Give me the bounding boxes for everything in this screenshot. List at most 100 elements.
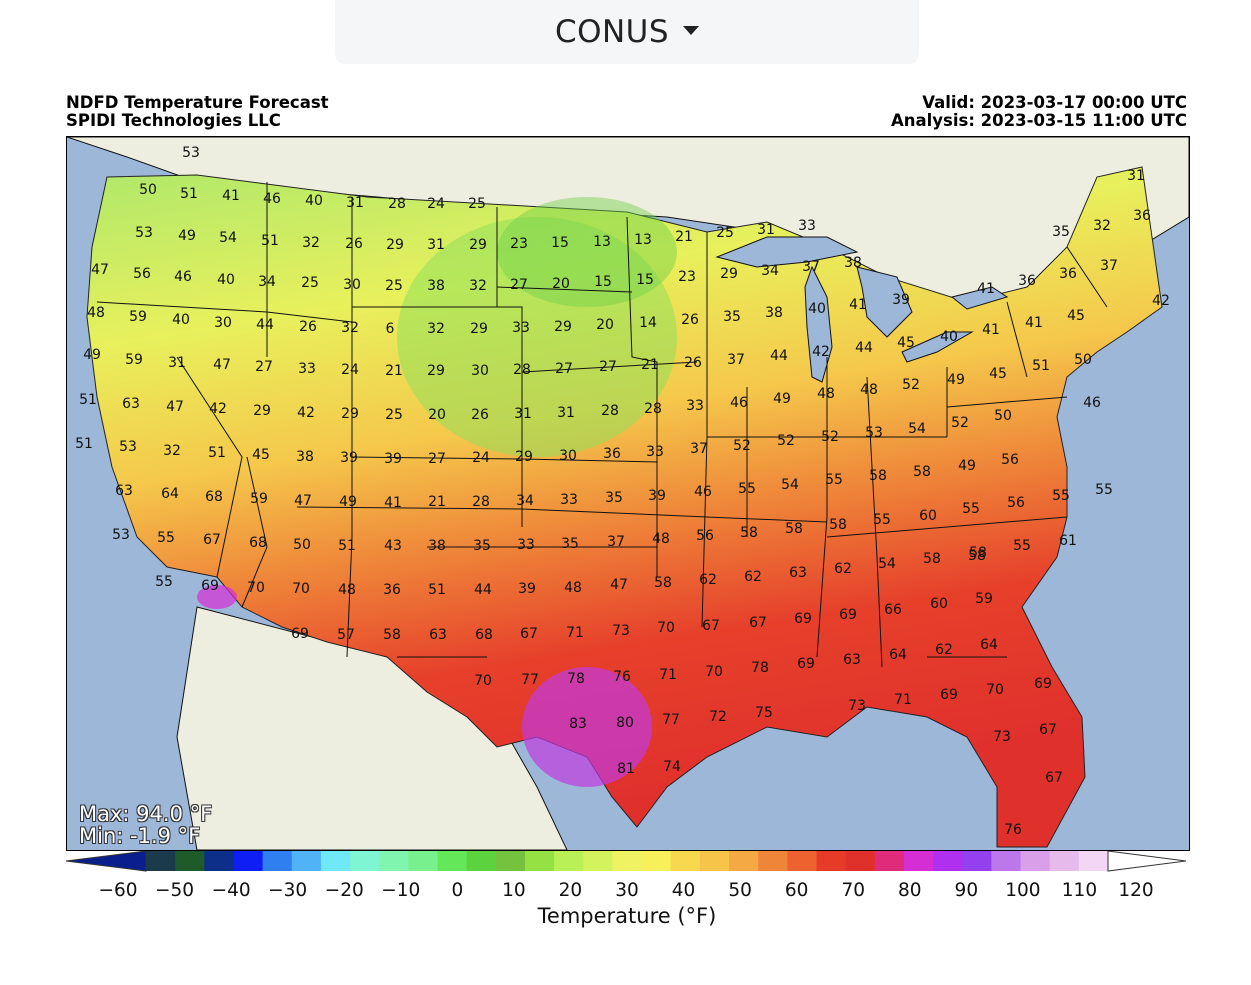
station-temp-label: 37 (690, 441, 708, 457)
station-temp-label: 47 (213, 357, 231, 373)
station-temp-label: 37 (1100, 258, 1118, 274)
station-temp-label: 48 (338, 582, 356, 598)
station-temp-label: 58 (869, 468, 887, 484)
station-temp-label: 44 (770, 348, 788, 364)
colorbar-tick-label: 10 (502, 880, 526, 901)
station-temp-label: 33 (686, 398, 704, 414)
station-temp-label: 58 (829, 517, 847, 533)
colorbar-swatch (146, 851, 176, 871)
station-temp-label: 39 (892, 292, 910, 308)
station-temp-label: 30 (559, 448, 577, 464)
station-temp-label: 31 (757, 222, 775, 238)
colorbar-swatch (554, 851, 584, 871)
station-temp-label: 77 (662, 712, 680, 728)
station-temp-label: 54 (908, 421, 926, 437)
station-temp-label: 59 (975, 591, 993, 607)
station-temp-label: 50 (293, 537, 311, 553)
station-temp-label: 27 (255, 359, 273, 375)
station-temp-label: 28 (472, 494, 490, 510)
station-temp-label: 29 (341, 406, 359, 422)
station-temp-label: 83 (569, 716, 587, 732)
station-temp-label: 25 (468, 196, 486, 212)
region-selector[interactable]: CONUS (335, 0, 919, 64)
station-temp-label: 51 (208, 445, 226, 461)
valid-time: Valid: 2023-03-17 00:00 UTC (922, 93, 1187, 112)
station-temp-label: 55 (825, 472, 843, 488)
station-temp-label: 55 (962, 501, 980, 517)
lake-erie (901, 331, 974, 363)
station-temp-label: 48 (652, 531, 670, 547)
cool-plains-area (397, 217, 677, 457)
station-temp-label: 23 (678, 269, 696, 285)
station-temp-label: 37 (607, 534, 625, 550)
colorbar-swatch (991, 851, 1022, 871)
hot-southwest-area (197, 585, 237, 609)
map-title: NDFD Temperature Forecast (66, 93, 329, 112)
colorbar-tick-label: −40 (211, 880, 251, 901)
station-temp-label: 41 (1025, 315, 1043, 331)
colorbar-tick-label: −20 (324, 880, 364, 901)
station-temp-label: 72 (709, 709, 727, 725)
station-temp-label: 32 (469, 278, 487, 294)
station-temp-label: 31 (557, 405, 575, 421)
station-temp-label: 27 (510, 277, 528, 293)
station-temp-label: 35 (473, 538, 491, 554)
colorbar-swatch (408, 851, 439, 871)
colorbar-tick-label: 50 (728, 880, 752, 901)
station-temp-label: 13 (593, 234, 611, 250)
station-temp-label: 28 (513, 362, 531, 378)
station-temp-label: 32 (1093, 218, 1111, 234)
station-temp-label: 49 (339, 494, 357, 510)
station-temp-label: 49 (773, 391, 791, 407)
lake-huron (856, 266, 913, 338)
station-temp-label: 59 (129, 309, 147, 325)
station-temp-label: 45 (897, 335, 915, 351)
station-temp-label: 80 (616, 715, 634, 731)
station-temp-label: 73 (848, 698, 866, 714)
colorbar-tick-label: −30 (268, 880, 308, 901)
station-temp-label: 39 (340, 450, 358, 466)
station-temp-label: 78 (567, 671, 585, 687)
station-temp-label: 43 (384, 538, 402, 554)
station-temp-label: 58 (969, 545, 987, 561)
station-temp-label: 70 (657, 620, 675, 636)
station-temp-label: 51 (75, 436, 93, 452)
station-temp-label: 24 (427, 196, 445, 212)
station-temp-label: 6 (386, 321, 395, 337)
station-temp-label: 52 (777, 433, 795, 449)
station-temp-label: 73 (612, 623, 630, 639)
station-temp-label: 62 (935, 642, 953, 658)
temperature-colorbar (66, 851, 1187, 872)
colorbar-swatch (175, 851, 205, 871)
station-temp-label: 40 (940, 329, 958, 345)
station-temp-label: 46 (174, 269, 192, 285)
station-temp-label: 37 (727, 352, 745, 368)
station-temp-label: 32 (341, 320, 359, 336)
station-temp-label: 54 (219, 230, 237, 246)
station-temp-label: 46 (263, 191, 281, 207)
station-temp-label: 55 (1052, 488, 1070, 504)
station-temp-label: 33 (512, 320, 530, 336)
colorbar-swatch (1020, 851, 1051, 871)
station-temp-label: 70 (986, 682, 1004, 698)
station-temp-label: 29 (386, 237, 404, 253)
colorbar-swatch (1078, 851, 1109, 871)
station-temp-label: 63 (115, 483, 133, 499)
station-temp-label: 64 (161, 486, 179, 502)
station-temp-label: 67 (1039, 722, 1057, 738)
lake-ontario (950, 286, 1009, 310)
station-temp-label: 20 (596, 317, 614, 333)
station-temp-label: 51 (428, 582, 446, 598)
station-temp-label: 40 (217, 272, 235, 288)
station-temp-label: 53 (182, 145, 200, 161)
analysis-time: Analysis: 2023-03-15 11:00 UTC (890, 111, 1187, 130)
station-temp-label: 49 (83, 347, 101, 363)
lake-michigan (804, 265, 833, 383)
station-temp-label: 21 (675, 229, 693, 245)
station-temp-label: 58 (383, 627, 401, 643)
station-temp-label: 68 (205, 489, 223, 505)
station-temp-label: 54 (781, 477, 799, 493)
station-temp-label: 73 (993, 729, 1011, 745)
hot-texas-area (522, 667, 652, 787)
station-temp-label: 77 (521, 672, 539, 688)
